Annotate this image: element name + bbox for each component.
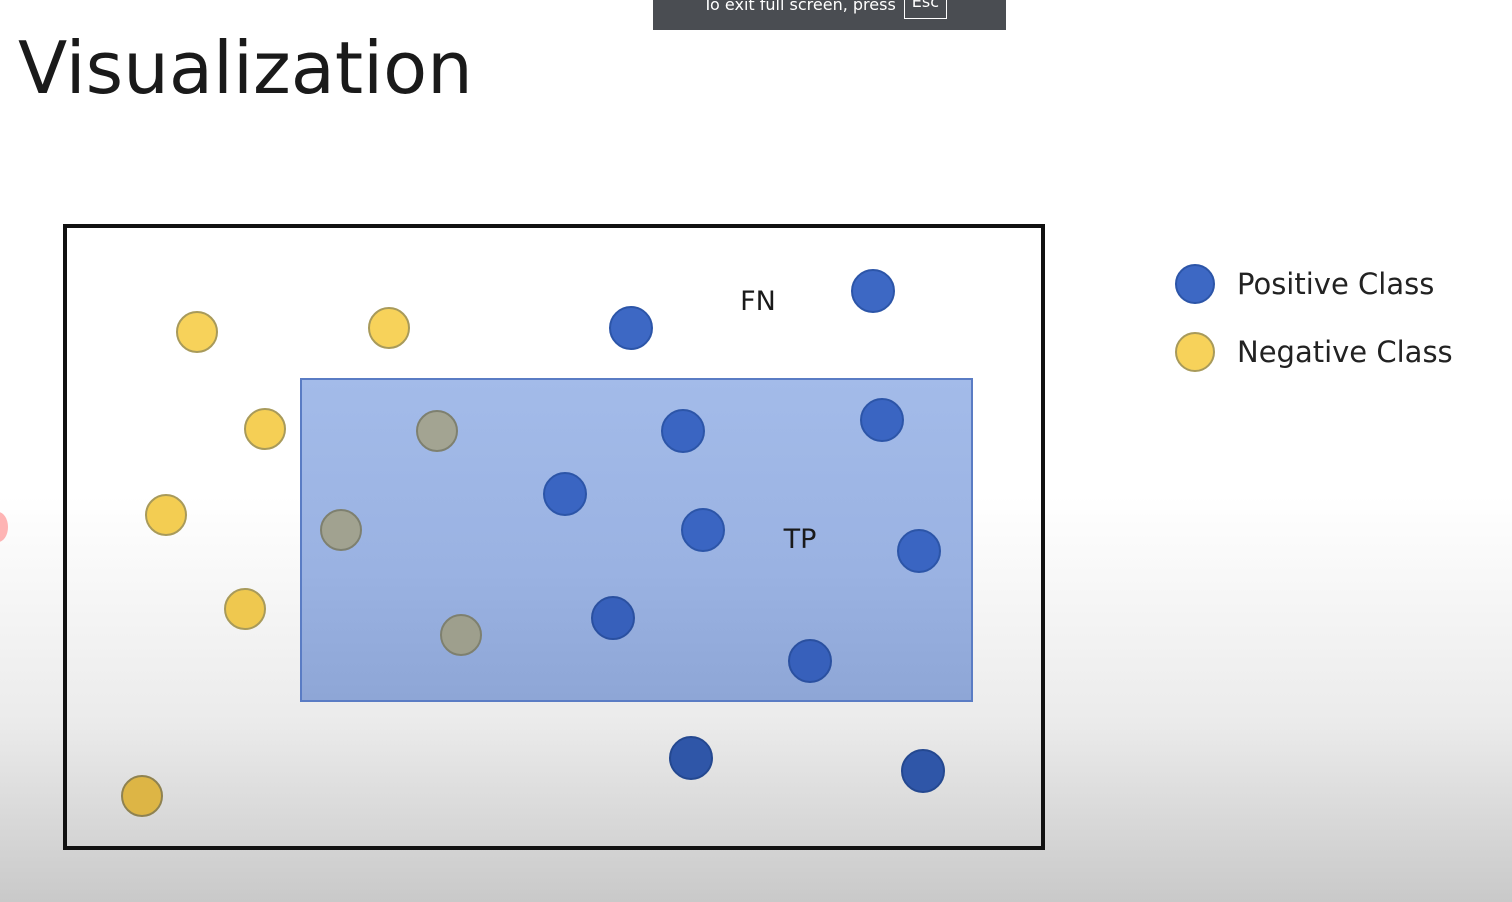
positive-class-swatch [1175,264,1215,304]
positive-point [897,529,941,573]
negative-point [244,408,286,450]
slide-title: Visualization [18,26,473,110]
legend-label-positive: Positive Class [1237,267,1435,301]
positive-point [591,596,635,640]
positive-points [543,269,945,793]
positive-point [661,409,705,453]
legend: Positive Class Negative Class [1175,262,1453,398]
fullscreen-exit-notice: To exit full screen, press Esc [653,0,1006,30]
negative-points [121,307,482,817]
negative-point-in-region [416,410,458,452]
negative-point-in-region [440,614,482,656]
laser-pointer-mark [0,512,8,542]
esc-key-badge: Esc [903,0,948,19]
negative-point [145,494,187,536]
outer-boundary-box [63,224,1045,850]
false-negative-label: FN [740,286,776,317]
positive-point [543,472,587,516]
negative-point [121,775,163,817]
predicted-positive-region [300,378,973,702]
positive-point [788,639,832,683]
fullscreen-notice-text: To exit full screen, press [703,0,896,14]
legend-item-positive: Positive Class [1175,262,1453,306]
positive-point [901,749,945,793]
negative-class-swatch [1175,332,1215,372]
negative-point-in-region [320,509,362,551]
positive-point [851,269,895,313]
true-positive-label: TP [783,524,817,555]
negative-point [224,588,266,630]
positive-point [860,398,904,442]
legend-label-negative: Negative Class [1237,335,1453,369]
legend-item-negative: Negative Class [1175,330,1453,374]
positive-point [669,736,713,780]
positive-point [681,508,725,552]
negative-point [176,311,218,353]
positive-point [609,306,653,350]
negative-point [368,307,410,349]
